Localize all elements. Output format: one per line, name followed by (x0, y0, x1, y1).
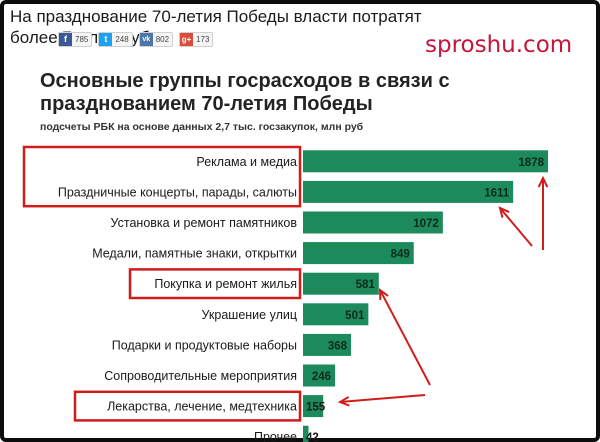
bar (303, 211, 443, 234)
bar (303, 180, 514, 203)
category-label: Лекарства, лечение, медтехника (107, 400, 297, 414)
arrow-head (378, 287, 389, 301)
arrow-line (379, 289, 431, 386)
twitter-icon: t (99, 32, 113, 46)
category-label: Украшение улиц (202, 308, 297, 322)
bar (303, 272, 379, 295)
share-count: 785 (75, 34, 89, 44)
annotation-arrows (337, 175, 549, 407)
category-label: Медали, памятные знаки, открытки (92, 247, 297, 261)
value-label: 1611 (484, 187, 510, 199)
arrow-head (498, 206, 510, 218)
value-label: 368 (328, 340, 348, 352)
highlight-box (22, 145, 302, 208)
arrow-line (499, 207, 533, 247)
value-label: 246 (312, 371, 331, 383)
arrow-head (537, 175, 549, 188)
watermark: sproshu.com (425, 32, 573, 58)
category-label: Подарки и продуктовые наборы (112, 338, 297, 352)
share-count: 173 (196, 34, 210, 44)
share-vkontakte-button[interactable]: vk 802 (138, 31, 174, 47)
share-google-plus-button[interactable]: g+ 173 (179, 31, 214, 47)
value-label: 155 (306, 402, 326, 414)
category-label: Праздничные концерты, парады, салюты (58, 185, 297, 199)
category-label: Реклама и медиа (196, 155, 297, 169)
chart-subtitle: подсчеты РБК на основе данных 2,7 тыс. г… (40, 121, 364, 133)
value-label: 849 (391, 249, 410, 261)
category-label: Сопроводительные мероприятия (104, 369, 297, 383)
facebook-icon: f (59, 32, 72, 46)
bar (303, 364, 336, 387)
share-facebook-button[interactable]: f 785 (58, 31, 93, 47)
highlight-box (73, 390, 302, 422)
highlight-box (128, 268, 302, 300)
value-label: 501 (345, 310, 365, 322)
arrow-head (337, 396, 350, 407)
value-label: 581 (356, 279, 376, 291)
google-plus-icon: g+ (180, 32, 194, 46)
share-buttons: f 785 t 248 vk 802 g+ 173 (58, 31, 214, 47)
bar (303, 150, 548, 173)
value-label: 1072 (413, 218, 439, 230)
share-twitter-button[interactable]: t 248 (98, 31, 133, 47)
share-count: 248 (115, 34, 129, 44)
bar (303, 425, 309, 442)
category-label: Установка и ремонт памятников (111, 216, 298, 230)
share-count: 802 (155, 34, 170, 44)
chart-title: Основные группы госрасходов в связи с пр… (40, 70, 450, 115)
bar (303, 303, 369, 326)
category-label: Покупка и ремонт жилья (154, 277, 297, 291)
bar (303, 395, 324, 418)
category-label: Прочее (254, 430, 297, 442)
arrow-line (339, 394, 426, 403)
vkontakte-icon: vk (139, 32, 153, 46)
bar (303, 242, 414, 265)
value-label: 1878 (518, 157, 544, 169)
bar (303, 333, 352, 356)
value-label: 42 (306, 432, 319, 442)
